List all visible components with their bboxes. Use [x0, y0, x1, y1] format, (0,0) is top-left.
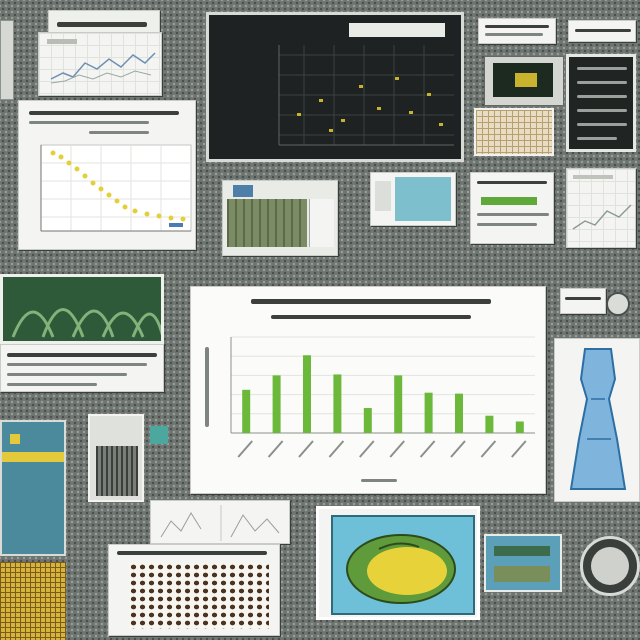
- leaf-photo: [0, 274, 164, 344]
- tick-label-mark: [328, 440, 345, 458]
- tan-grid-card: [474, 108, 554, 156]
- bar: [515, 421, 524, 433]
- y-axis-scribble: [205, 347, 209, 427]
- window-photo: [222, 180, 338, 256]
- blue-yellow-panel: [0, 420, 66, 556]
- left-strip: [0, 20, 14, 100]
- top-right-label: [478, 18, 556, 44]
- bar: [242, 389, 251, 433]
- yellow-grid-panel: [0, 562, 66, 640]
- pear-illustration: [316, 506, 480, 620]
- bar-chart-card: [190, 286, 546, 494]
- teal-clip: [150, 426, 168, 444]
- monitor-plot: [278, 45, 454, 146]
- leaf-caption: [0, 344, 164, 392]
- decay-points: [50, 150, 186, 222]
- chart-heading-scribble: [251, 299, 491, 304]
- line-chart-card: [38, 32, 162, 96]
- mini-line-card: [566, 168, 636, 248]
- list-panel: [566, 54, 636, 152]
- tick-label-mark: [298, 440, 314, 458]
- tick-label-mark: [237, 440, 253, 458]
- bar-chart-bars: [242, 355, 524, 433]
- tick-label-mark: [419, 440, 436, 458]
- green-bar-note: [470, 172, 554, 244]
- monitor-screen: [206, 12, 464, 162]
- radiator-device: [88, 414, 144, 502]
- small-screen: [484, 534, 562, 592]
- tick-label-mark: [450, 440, 466, 458]
- x-axis-scribble: [361, 479, 397, 482]
- chart-subheading-scribble: [271, 315, 471, 319]
- bar: [333, 374, 342, 433]
- decay-chart-card: [18, 100, 196, 250]
- tick-label-mark: [359, 440, 375, 458]
- decay-chart-sketch: [40, 144, 192, 232]
- bar: [303, 355, 311, 433]
- gauge-dial: [580, 536, 640, 596]
- gauge-button: [606, 292, 630, 316]
- line-chart-sketch: [47, 39, 156, 84]
- tick-label-mark: [511, 440, 527, 458]
- bar: [424, 392, 433, 433]
- blue-figure-card: [554, 338, 640, 502]
- side-note: [560, 288, 606, 314]
- monitor-label: [349, 23, 445, 37]
- top-right-label-2: [568, 20, 636, 42]
- tick-label-mark: [480, 440, 497, 458]
- tick-label-mark: [389, 440, 405, 458]
- tick-label-mark: [267, 440, 284, 458]
- bar: [394, 375, 403, 433]
- sketch-papers: [150, 500, 290, 544]
- corner-sign: [48, 10, 160, 36]
- teal-photo-card: [370, 172, 456, 226]
- dot-pattern-card: [108, 544, 280, 636]
- bar-chart: [230, 336, 535, 458]
- bar: [485, 415, 494, 433]
- bar-chart-tick-marks: [237, 440, 527, 458]
- bar: [272, 375, 281, 433]
- bar: [363, 408, 372, 433]
- small-device: [484, 56, 564, 106]
- bar-chart-grid: [231, 336, 535, 415]
- bar: [455, 393, 463, 433]
